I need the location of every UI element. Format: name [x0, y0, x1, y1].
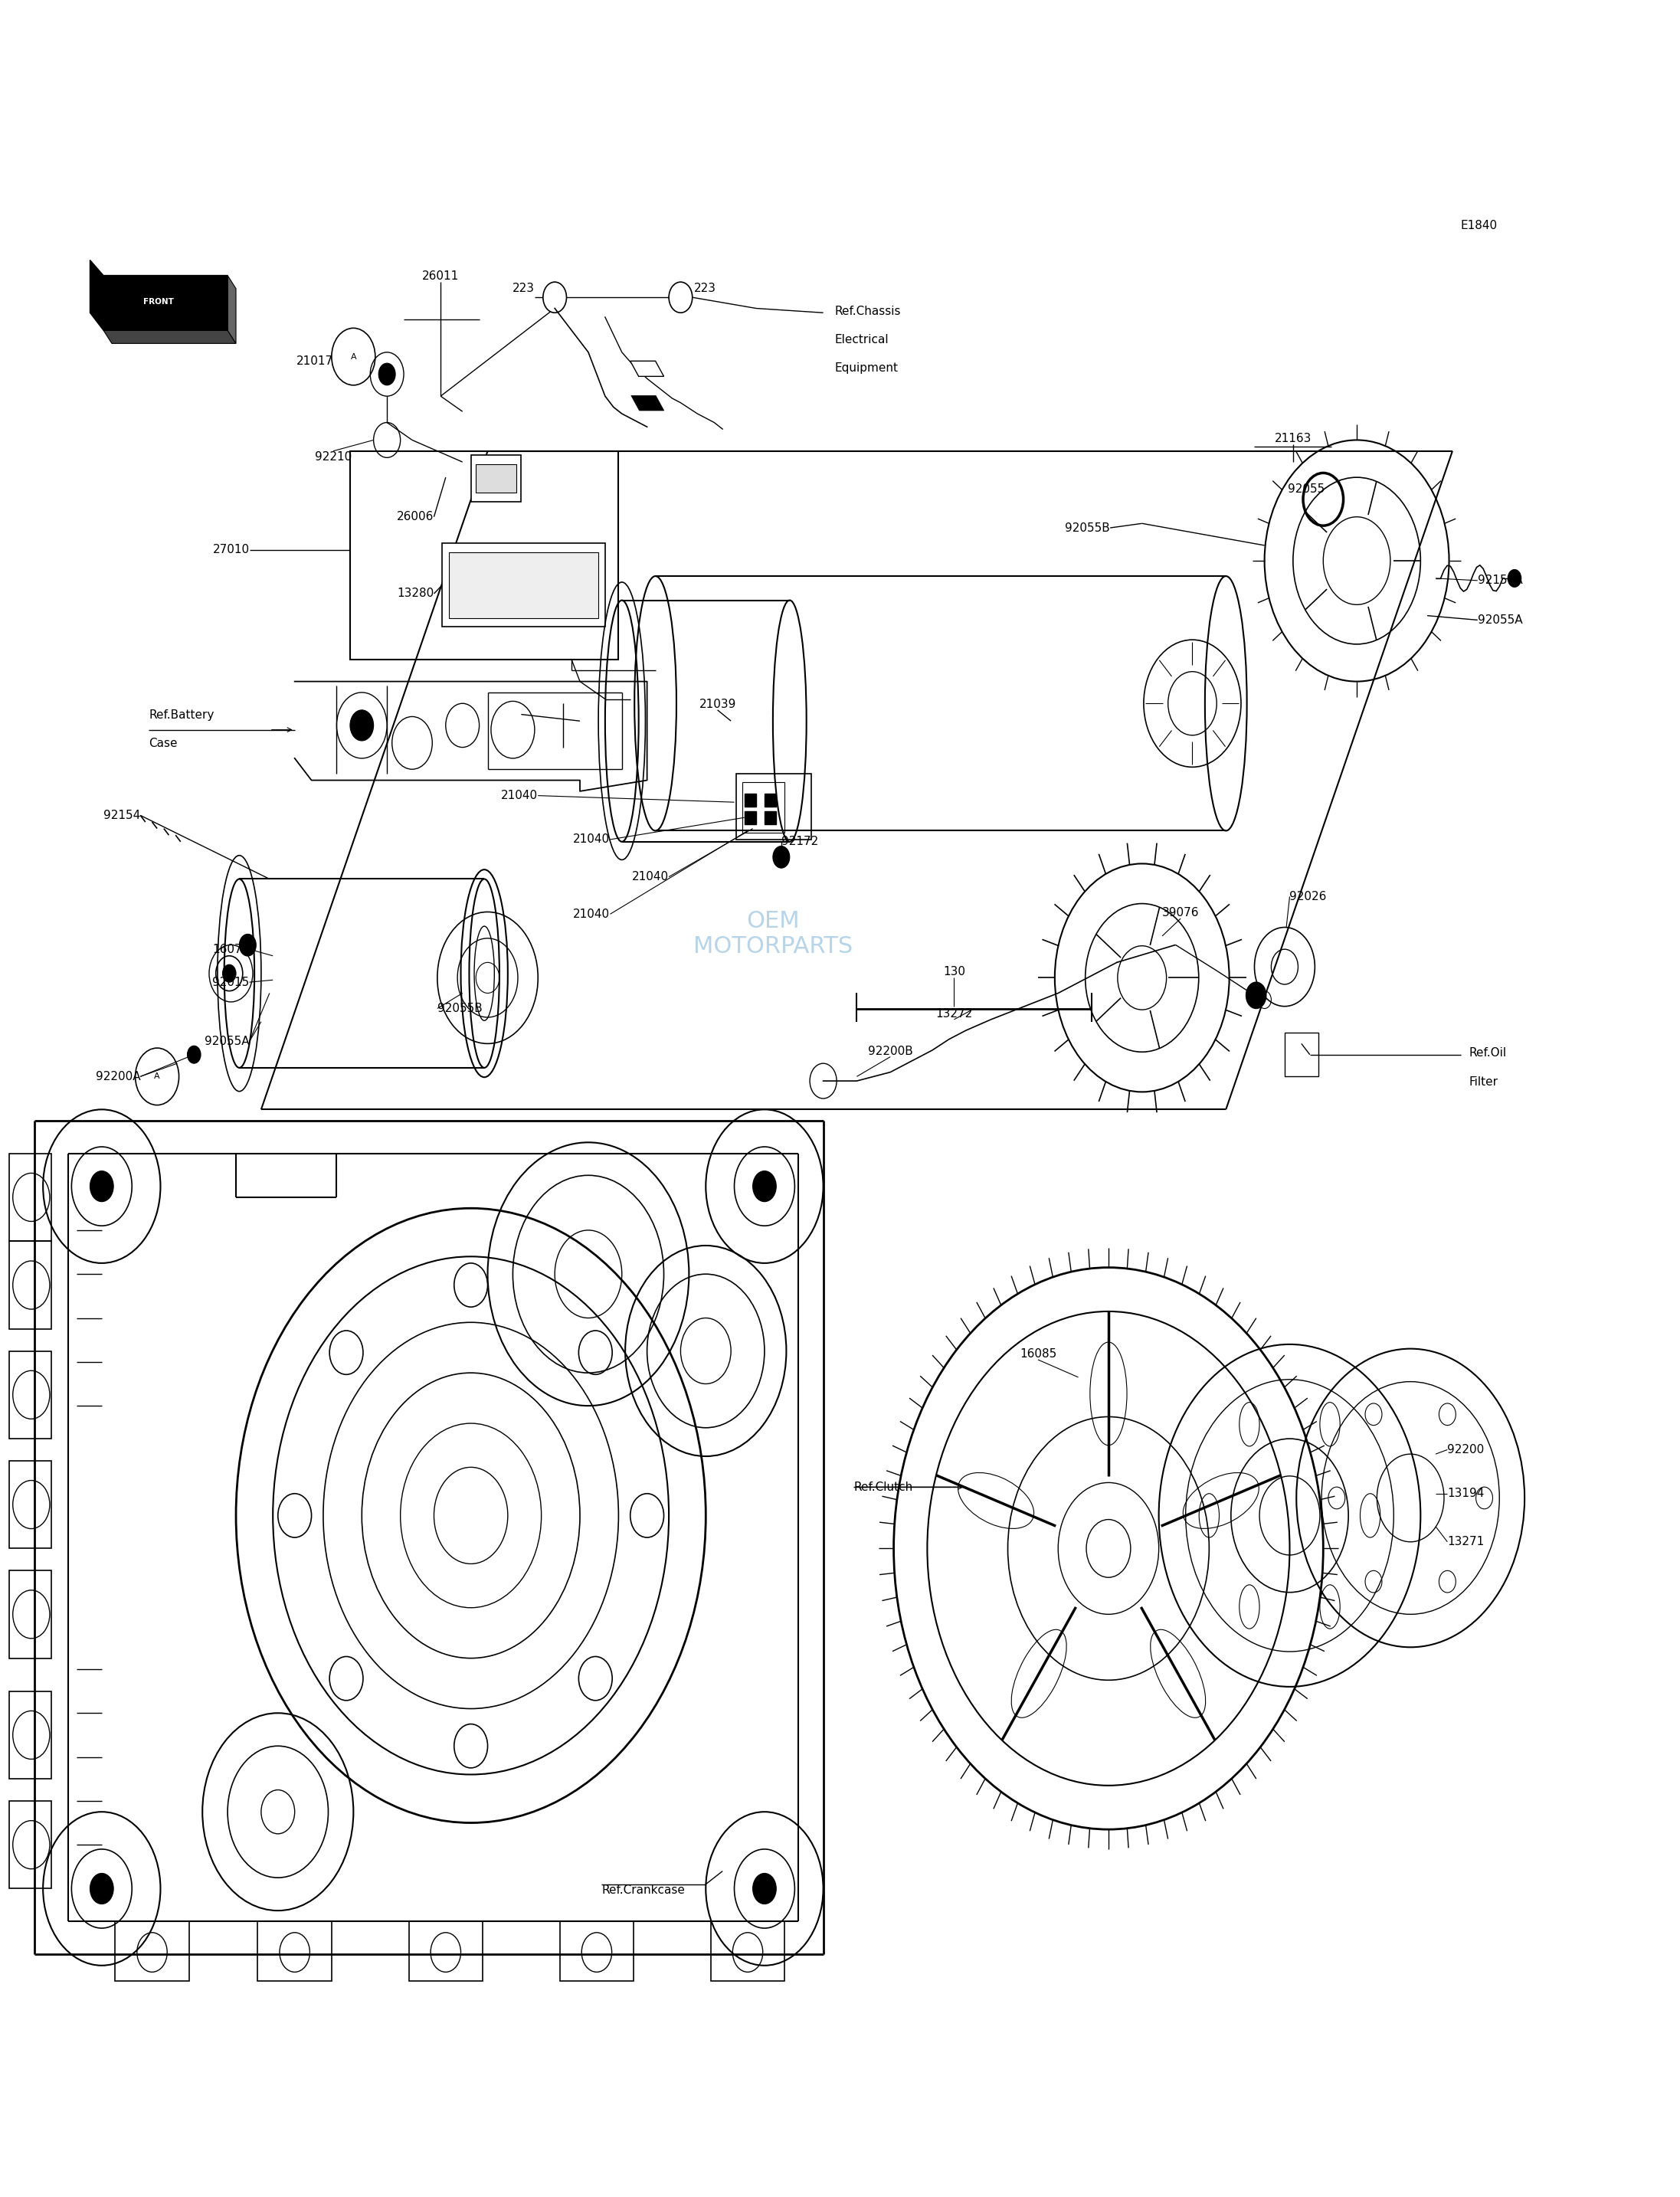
Text: Ref.Oil: Ref.Oil: [1470, 1048, 1507, 1059]
Text: 21163: 21163: [1275, 433, 1312, 444]
Text: 92200A: 92200A: [96, 1070, 141, 1083]
Text: 223: 223: [512, 283, 534, 294]
Circle shape: [1507, 569, 1520, 587]
Bar: [10, 1241, 52, 1329]
Text: Ref.Chassis: Ref.Chassis: [835, 305, 900, 316]
Bar: [1285, 1033, 1319, 1077]
Text: 92154: 92154: [104, 811, 141, 822]
Polygon shape: [470, 455, 521, 501]
Text: 21040: 21040: [573, 833, 610, 846]
Text: 92200B: 92200B: [869, 1046, 912, 1057]
Bar: [711, 1922, 785, 1982]
Text: Ref.Battery: Ref.Battery: [150, 710, 213, 721]
Text: Ref.Crankcase: Ref.Crankcase: [601, 1885, 685, 1896]
Bar: [10, 1692, 52, 1780]
Text: E1840: E1840: [1462, 220, 1497, 231]
Circle shape: [753, 1171, 776, 1202]
Text: 92055A: 92055A: [1478, 615, 1522, 626]
Text: 16085: 16085: [1020, 1349, 1057, 1360]
Text: FRONT: FRONT: [143, 299, 175, 305]
Text: 21040: 21040: [632, 870, 669, 883]
Text: 21040: 21040: [573, 907, 610, 921]
Polygon shape: [442, 543, 605, 626]
Bar: [736, 773, 811, 839]
Text: Case: Case: [150, 738, 178, 749]
Circle shape: [543, 281, 566, 312]
Polygon shape: [630, 360, 664, 376]
Circle shape: [91, 1874, 114, 1905]
Bar: [764, 793, 776, 806]
Circle shape: [91, 1171, 114, 1202]
Text: 92200: 92200: [1448, 1443, 1485, 1454]
Text: A: A: [351, 354, 356, 360]
Bar: [744, 793, 756, 806]
Circle shape: [239, 934, 255, 956]
Polygon shape: [449, 551, 598, 617]
Circle shape: [349, 710, 373, 740]
Text: 27010: 27010: [213, 545, 249, 556]
Text: 26006: 26006: [396, 512, 433, 523]
Text: 26011: 26011: [422, 270, 459, 281]
Text: Filter: Filter: [1470, 1077, 1499, 1088]
Bar: [10, 1461, 52, 1549]
Text: 223: 223: [694, 283, 716, 294]
Text: 92210: 92210: [314, 450, 351, 464]
Bar: [257, 1922, 331, 1982]
Text: 92055B: 92055B: [437, 1002, 482, 1015]
Text: 16073: 16073: [212, 943, 249, 956]
Text: Equipment: Equipment: [835, 363, 899, 373]
Text: Ref.Clutch: Ref.Clutch: [853, 1481, 912, 1492]
Circle shape: [1247, 982, 1267, 1008]
Text: 13272: 13272: [936, 1008, 973, 1019]
Bar: [10, 1571, 52, 1659]
Bar: [743, 782, 785, 833]
Text: 92026: 92026: [1290, 890, 1327, 903]
Text: 21040: 21040: [501, 791, 538, 802]
Polygon shape: [632, 395, 664, 411]
Bar: [744, 811, 756, 824]
Bar: [10, 1351, 52, 1439]
Text: 92172: 92172: [781, 835, 818, 848]
Text: 130: 130: [942, 967, 966, 978]
Circle shape: [378, 363, 395, 384]
Text: 92154A: 92154A: [1478, 576, 1522, 587]
Text: 13194: 13194: [1448, 1487, 1485, 1498]
Text: 92055B: 92055B: [1065, 523, 1110, 534]
Polygon shape: [104, 330, 235, 343]
Circle shape: [669, 281, 692, 312]
Text: 92015: 92015: [212, 975, 249, 989]
Text: 13271: 13271: [1448, 1536, 1485, 1547]
Bar: [10, 1802, 52, 1889]
Text: 21039: 21039: [699, 699, 736, 710]
Text: OEM
MOTORPARTS: OEM MOTORPARTS: [694, 910, 853, 958]
Text: 92055: 92055: [1289, 483, 1326, 494]
Circle shape: [222, 964, 235, 982]
Circle shape: [773, 846, 790, 868]
Bar: [559, 1922, 633, 1982]
Polygon shape: [91, 259, 227, 330]
Text: A: A: [155, 1072, 160, 1081]
Bar: [116, 1922, 188, 1982]
Text: Electrical: Electrical: [835, 334, 889, 345]
Bar: [408, 1922, 482, 1982]
Text: 13280: 13280: [396, 589, 433, 600]
Bar: [764, 811, 776, 824]
Polygon shape: [227, 275, 235, 343]
Polygon shape: [475, 464, 516, 492]
Text: 92055A: 92055A: [205, 1035, 249, 1048]
Circle shape: [753, 1874, 776, 1905]
Text: 39076: 39076: [1163, 907, 1200, 918]
Bar: [349, 450, 618, 659]
Circle shape: [186, 1046, 200, 1063]
Text: 21017: 21017: [296, 356, 333, 367]
Bar: [10, 1153, 52, 1241]
